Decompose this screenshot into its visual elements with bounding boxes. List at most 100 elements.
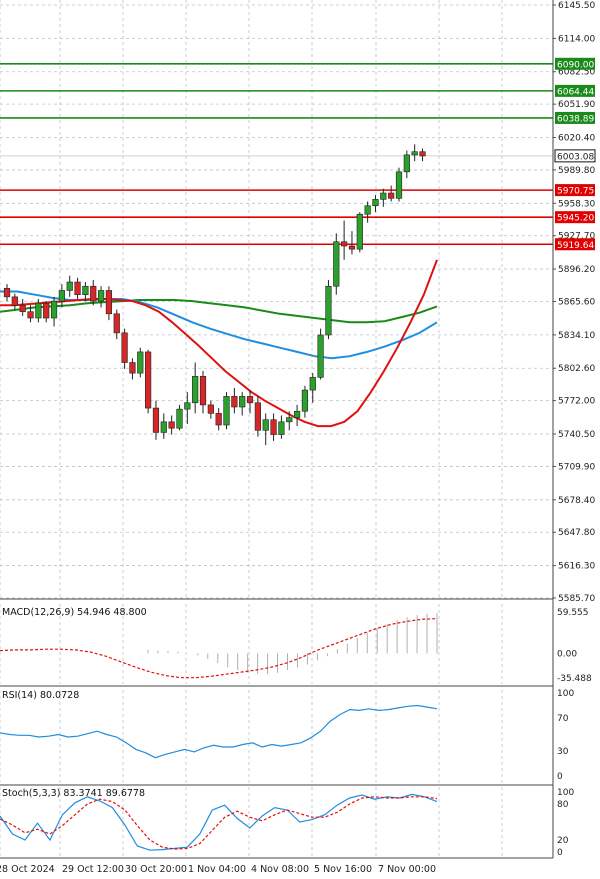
time-tick-label: 4 Nov 08:00 — [251, 864, 309, 875]
price-tick-label: 5709.90 — [558, 462, 595, 472]
rsi-tick-label: 100 — [557, 689, 574, 699]
level-badge — [555, 111, 595, 124]
stoch-tick-label: 0 — [557, 848, 563, 858]
candle-body — [309, 377, 316, 391]
price-tick-label: 5896.20 — [558, 265, 595, 275]
stoch-tick-label: 80 — [557, 800, 569, 810]
candle-body — [97, 290, 105, 302]
macd-signal-line — [0, 618, 438, 679]
candle-body — [43, 302, 50, 319]
price-tick-label: 6082.50 — [558, 68, 595, 78]
rsi-tick-label: 0 — [557, 772, 563, 782]
price-tick-label: 5989.80 — [558, 166, 595, 176]
candle-body — [168, 421, 175, 429]
candle-body — [254, 402, 261, 431]
ma-green-line — [0, 299, 438, 324]
current-price-badge — [554, 149, 596, 163]
time-tick-label: 30 Oct 20:00 — [125, 864, 187, 875]
price-tick-label: 6114.00 — [558, 34, 595, 44]
candle-body — [317, 334, 324, 378]
time-tick-label: 28 Oct 2024 — [0, 864, 55, 875]
candle-body — [35, 302, 42, 319]
time-tick-label: 29 Oct 12:00 — [62, 864, 124, 875]
candle-body — [27, 311, 34, 319]
candle-body — [403, 154, 410, 173]
candle-body — [207, 404, 214, 414]
time-tick-label: 5 Nov 16:00 — [314, 864, 372, 875]
price-tick-label: 5585.70 — [558, 594, 595, 604]
candle-body — [246, 396, 254, 404]
candle-body — [129, 362, 136, 374]
price-axis: 6145.50 6114.00 6082.50 6051.90 6020.40 5989.… — [0, 0, 595, 859]
level-badge — [555, 84, 595, 97]
price-tick-label: 5865.60 — [558, 298, 595, 308]
ma-red-line — [0, 259, 438, 428]
rsi-label: RSI(14) 80.0728 — [2, 690, 79, 701]
price-tick-label: 5772.00 — [558, 397, 595, 407]
macd-tick-label: 59.555 — [557, 608, 589, 618]
stoch-d-line — [0, 796, 438, 850]
candle-body — [50, 300, 58, 319]
candle-body — [199, 375, 207, 406]
candle-body — [160, 421, 167, 433]
level-badge-label: 6064.44 — [557, 87, 594, 97]
stoch-label: Stoch(5,3,3) 83.3741 89.6778 — [2, 788, 145, 799]
candle-body — [278, 421, 285, 435]
candle-body — [19, 305, 26, 312]
candle-body — [333, 241, 340, 287]
candle-body — [192, 375, 199, 404]
candle-body — [176, 408, 183, 429]
candle-body — [301, 389, 309, 412]
indicator-panels — [0, 613, 438, 851]
level-badge — [555, 184, 595, 197]
candle-body — [411, 151, 418, 156]
rsi-tick-label: 70 — [557, 714, 569, 724]
level-badge-label: 5970.75 — [557, 187, 594, 197]
price-tick-label: 5616.30 — [558, 562, 595, 572]
level-badge-label: 5945.20 — [557, 214, 594, 224]
price-tick-label: 5834.10 — [558, 331, 595, 341]
candle-body — [3, 288, 11, 298]
candle-body — [380, 192, 387, 200]
candle-body — [270, 419, 277, 435]
candle-body — [325, 285, 332, 336]
candle-body — [348, 245, 356, 250]
candle-body — [11, 296, 18, 306]
level-badge — [555, 211, 595, 224]
stoch-tick-label: 20 — [557, 836, 569, 846]
level-badge — [555, 238, 595, 251]
candle-body — [105, 290, 113, 315]
candlesticks — [3, 144, 426, 446]
price-tick-label: 6051.90 — [558, 100, 595, 110]
macd-label: MACD(12,26,9) 54.946 48.800 — [2, 607, 147, 618]
candle-body — [145, 351, 152, 409]
candle-body — [364, 205, 371, 215]
price-tick-label: 5678.40 — [558, 496, 595, 506]
price-tick-label: 6145.50 — [558, 1, 595, 11]
level-badge-label: 5919.64 — [557, 241, 594, 251]
candle-body — [82, 285, 89, 296]
candle-body — [184, 402, 191, 410]
level-badge-label: 6090.00 — [557, 60, 594, 70]
rsi-tick-label: 30 — [557, 747, 569, 757]
candle-body — [231, 396, 238, 408]
current-price-label: 6003.08 — [557, 152, 594, 162]
level-badge — [555, 57, 595, 70]
candle-body — [293, 410, 301, 418]
price-tick-label: 6020.40 — [558, 134, 595, 144]
time-tick-label: 7 Nov 00:00 — [378, 864, 436, 875]
candle-body — [395, 171, 403, 199]
time-tick-label: 1 Nov 04:00 — [188, 864, 246, 875]
candle-body — [74, 281, 81, 296]
stoch-tick-label: 100 — [557, 788, 574, 798]
candle-body — [356, 213, 363, 250]
candle-body — [215, 413, 222, 426]
candle-body — [90, 285, 97, 302]
price-tick-label: 5647.80 — [558, 528, 595, 538]
price-badges: 6090.00 6064.44 6038.89 5970.75 5945.20 5919.… — [554, 57, 596, 251]
moving-averages — [0, 259, 438, 428]
gridlines — [0, 0, 553, 857]
price-tick-label: 5740.50 — [558, 430, 595, 440]
candle-body — [113, 313, 120, 334]
